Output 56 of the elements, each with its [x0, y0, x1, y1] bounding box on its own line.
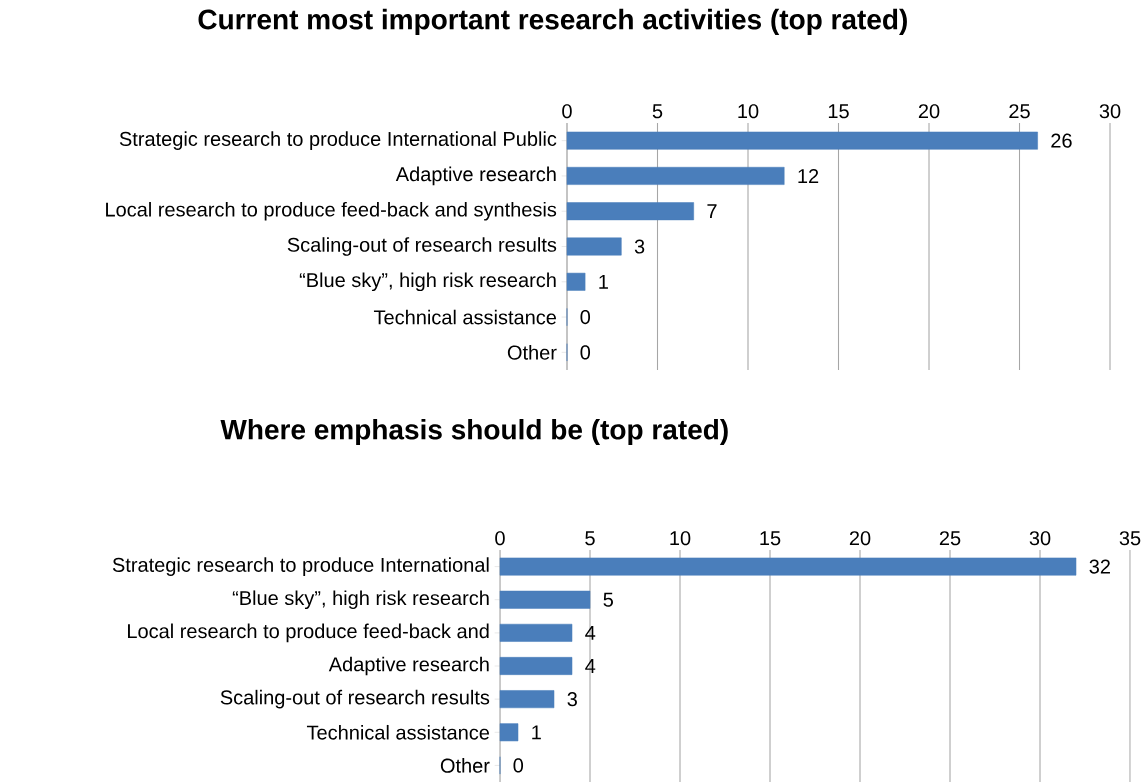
y-tick-label: “Blue sky”, high risk research: [299, 272, 556, 292]
y-tick-label: Adaptive research: [395, 166, 556, 186]
data-label: 3: [567, 692, 577, 707]
data-label: 5: [603, 592, 613, 607]
x-tick-label: 10: [738, 104, 759, 119]
bar: [499, 557, 1077, 576]
data-label: 3: [634, 239, 645, 254]
x-tick-label: 30: [1029, 531, 1051, 546]
y-tick-label: Local research to produce feed-back and synthesis: [106, 201, 557, 221]
x-tick-label: 20: [849, 531, 871, 546]
data-label: 1: [532, 725, 541, 740]
data-label: 4: [585, 659, 596, 673]
bar: [566, 131, 1038, 150]
data-label: 0: [580, 309, 591, 325]
chart-title: Where emphasis should be (top rated): [220, 418, 728, 446]
data-label: 12: [798, 168, 819, 183]
y-tick-label: Scaling-out of research results: [220, 689, 490, 709]
bar: [566, 237, 622, 256]
x-tick-label: 15: [760, 531, 781, 546]
x-tick-label: 30: [1099, 104, 1121, 119]
data-label: 0: [513, 758, 524, 773]
x-tick-label: 5: [652, 104, 663, 119]
y-tick-label: Strategic research to produce International: [112, 557, 489, 576]
x-tick-label: 5: [585, 531, 595, 546]
bar: [566, 272, 586, 291]
data-label: 1: [599, 274, 608, 289]
bar: [566, 202, 694, 221]
x-tick-label: 35: [1119, 531, 1141, 546]
data-label: 4: [585, 625, 596, 640]
x-tick-label: 20: [918, 104, 940, 119]
x-tick-label: 25: [1009, 104, 1030, 119]
bar: [499, 723, 519, 742]
y-tick-label: “Blue sky”, high risk research: [232, 590, 489, 610]
data-label: 7: [707, 204, 717, 219]
x-tick-label: 0: [562, 104, 572, 119]
data-label: 32: [1089, 559, 1110, 574]
y-tick-label: Other: [507, 345, 557, 360]
bar: [566, 167, 785, 185]
x-tick-label: 25: [939, 531, 961, 546]
y-tick-label: Technical assistance: [306, 724, 490, 740]
y-tick-label: Scaling-out of research results: [287, 237, 557, 256]
bar: [499, 590, 591, 609]
y-tick-label: Strategic research to produce International Public: [119, 131, 557, 150]
bar: [499, 690, 555, 709]
y-tick-label: Other: [440, 758, 490, 773]
x-tick-label: 0: [495, 531, 505, 546]
y-tick-label: Technical assistance: [373, 309, 557, 325]
data-label: 26: [1051, 133, 1072, 148]
data-label: 0: [580, 345, 591, 360]
y-tick-label: Local research to produce feed-back and: [128, 623, 489, 643]
bar: [499, 657, 573, 675]
chart-title: Current most important research activities (top rated): [198, 8, 907, 35]
y-tick-label: Adaptive research: [328, 656, 489, 676]
x-tick-label: 15: [828, 104, 849, 119]
bar: [499, 623, 573, 642]
x-tick-label: 10: [670, 531, 691, 546]
